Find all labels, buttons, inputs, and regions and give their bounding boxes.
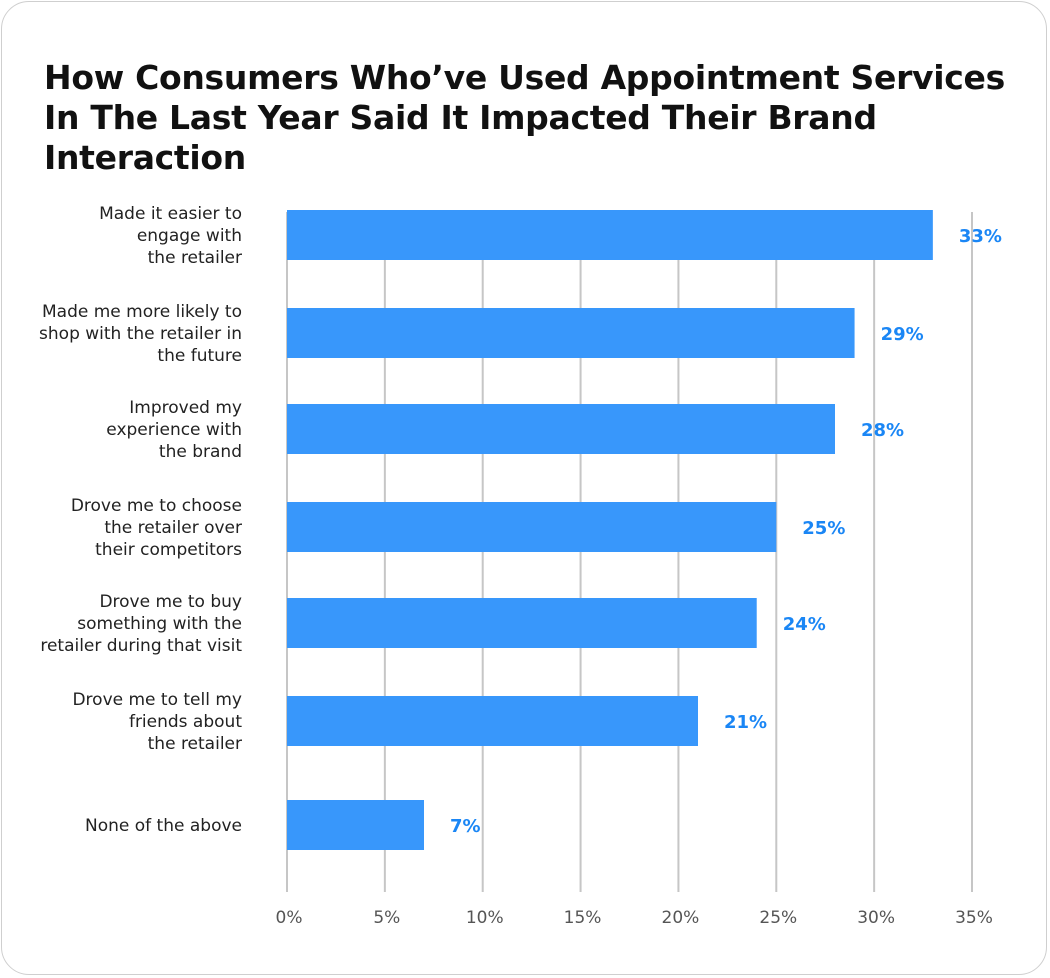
data-label: 29% [881,324,924,345]
x-tick-label: 15% [564,908,602,928]
bar [287,404,835,454]
bar [287,308,855,358]
chart-title: How Consumers Who’ve Used Appointment Se… [44,58,1005,177]
category-label: experience with [106,420,242,440]
category-label: Drove me to choose [71,496,242,516]
category-label: the brand [159,442,242,462]
category-label: the retailer [148,734,242,754]
category-label: None of the above [85,816,242,836]
category-label: their competitors [95,540,242,560]
category-label: the retailer over [104,518,242,538]
category-label: Drove me to buy [99,592,242,612]
category-label: something with the [77,614,242,634]
category-label: Made it easier to [99,204,242,224]
bar [287,598,757,648]
x-tick-label: 35% [955,908,993,928]
data-label: 33% [959,226,1002,247]
data-label: 7% [450,816,481,837]
category-label: friends about [129,712,242,732]
category-label: engage with [137,226,242,246]
category-label: the retailer [148,248,242,268]
category-label: retailer during that visit [40,636,242,656]
category-label: Made me more likely to [42,302,242,322]
data-label: 21% [724,712,767,733]
data-label: 28% [861,420,904,441]
data-label: 24% [783,614,826,635]
bar [287,210,933,260]
bar [287,696,698,746]
data-label: 25% [802,518,845,539]
x-tick-label: 30% [857,908,895,928]
x-tick-label: 25% [759,908,797,928]
x-tick-label: 20% [662,908,700,928]
bar [287,502,777,552]
x-tick-label: 5% [373,908,400,928]
category-label: Improved my [129,398,242,418]
x-tick-label: 0% [276,908,303,928]
category-label: Drove me to tell my [72,690,242,710]
bar [287,800,424,850]
category-label: shop with the retailer in [39,324,242,344]
x-tick-label: 10% [466,908,504,928]
category-label: the future [157,346,242,366]
